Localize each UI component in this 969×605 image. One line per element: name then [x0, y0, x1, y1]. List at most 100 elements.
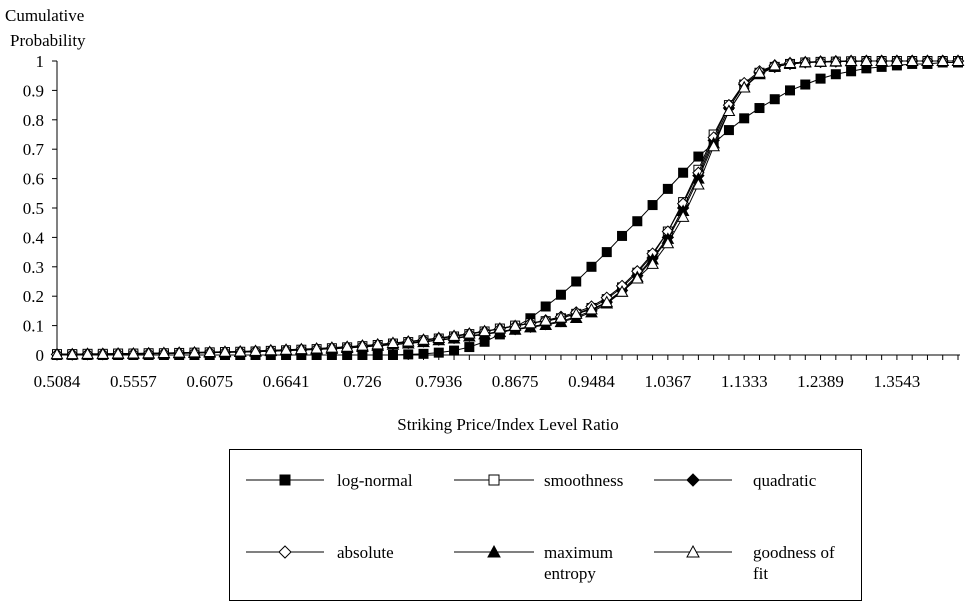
- data-point-goodness-of-fit: [921, 54, 934, 66]
- data-point-goodness-of-fit: [814, 55, 827, 67]
- data-point-goodness-of-fit: [905, 54, 919, 66]
- legend-item: absolute: [246, 543, 394, 562]
- data-point-goodness-of-fit: [951, 54, 965, 66]
- data-point-log-normal: [586, 261, 597, 272]
- legend-item: smoothness: [454, 471, 623, 490]
- y-tick-label: 0.4: [23, 228, 45, 247]
- data-point-goodness-of-fit: [600, 295, 614, 308]
- y-tick-label: 0.5: [23, 199, 44, 218]
- data-point-log-normal: [617, 230, 628, 241]
- data-point-log-normal: [800, 79, 811, 90]
- legend-label: maximum: [544, 543, 613, 562]
- data-point-goodness-of-fit: [386, 336, 400, 348]
- series-group: [50, 54, 965, 361]
- series-smoothness: [52, 56, 963, 360]
- data-point-log-normal: [678, 167, 689, 178]
- data-point-goodness-of-fit: [783, 56, 797, 69]
- data-point-goodness-of-fit: [524, 316, 537, 329]
- data-point-goodness-of-fit: [630, 272, 644, 284]
- data-point-goodness-of-fit: [692, 177, 705, 190]
- x-tick-label: 1.0367: [644, 372, 691, 391]
- data-point-goodness-of-fit: [310, 341, 323, 354]
- data-point-goodness-of-fit: [676, 210, 690, 222]
- data-point-goodness-of-fit: [157, 346, 171, 358]
- y-tick-label: 0.7: [23, 140, 45, 159]
- data-point-goodness-of-fit: [737, 80, 751, 93]
- legend-label: absolute: [337, 543, 394, 562]
- data-point-goodness-of-fit: [50, 347, 64, 360]
- legend-label: fit: [753, 564, 768, 583]
- data-point-log-normal: [723, 125, 734, 136]
- series-line-quadratic: [57, 60, 958, 355]
- data-point-log-normal: [601, 247, 612, 258]
- data-point-goodness-of-fit: [417, 333, 430, 345]
- data-point-log-normal: [418, 348, 429, 359]
- data-point-goodness-of-fit: [447, 329, 461, 341]
- data-point-goodness-of-fit: [508, 319, 522, 331]
- data-point-goodness-of-fit: [127, 346, 140, 359]
- legend-marker: [487, 544, 501, 558]
- y-tick-label: 0.1: [23, 317, 44, 336]
- x-tick-label: 0.7936: [415, 372, 462, 391]
- data-point-goodness-of-fit: [539, 314, 553, 326]
- series-line-goodness-of-fit: [57, 60, 958, 355]
- y-tick-label: 1: [36, 52, 45, 71]
- data-point-log-normal: [769, 94, 780, 105]
- series-line-absolute: [57, 60, 958, 355]
- data-point-goodness-of-fit: [844, 54, 858, 66]
- data-point-goodness-of-fit: [172, 346, 186, 358]
- data-point-goodness-of-fit: [294, 342, 308, 355]
- x-tick-label: 0.6641: [263, 372, 310, 391]
- y-axis-label-line-2: Probability: [10, 31, 86, 50]
- legend-item: goodness of fit: [654, 543, 835, 583]
- legend-marker: [278, 545, 292, 559]
- data-point-goodness-of-fit: [875, 54, 888, 66]
- data-point-goodness-of-fit: [356, 339, 369, 351]
- data-point-goodness-of-fit: [478, 324, 491, 337]
- data-point-goodness-of-fit: [860, 54, 873, 66]
- data-point-goodness-of-fit: [768, 58, 782, 71]
- legend-label: quadratic: [753, 471, 817, 490]
- series-line-log-normal: [57, 61, 958, 356]
- data-point-log-normal: [540, 301, 551, 312]
- data-point-log-normal: [785, 85, 796, 96]
- data-point-log-normal: [433, 347, 444, 358]
- x-tick-label: 1.3543: [874, 372, 921, 391]
- data-point-goodness-of-fit: [249, 344, 262, 356]
- data-point-log-normal: [372, 350, 383, 360]
- x-axis-label: Striking Price/Index Level Ratio: [397, 415, 618, 434]
- data-point-log-normal: [830, 69, 841, 80]
- data-point-goodness-of-fit: [111, 346, 125, 359]
- data-point-log-normal: [693, 151, 704, 162]
- x-tick-label: 0.726: [343, 372, 381, 391]
- data-point-goodness-of-fit: [722, 104, 736, 116]
- legend-marker: [488, 474, 500, 486]
- data-point-log-normal: [754, 103, 765, 114]
- legend-item: log-normal: [246, 471, 413, 490]
- legend-label: log-normal: [337, 471, 413, 490]
- data-point-log-normal: [555, 289, 566, 300]
- y-axis-label-line-1: Cumulative: [5, 6, 84, 25]
- y-tick-label: 0.6: [23, 170, 44, 189]
- data-point-log-normal: [647, 200, 658, 211]
- y-ticks: 0 0.1 0.2 0.3 0.4 0.5 0.6 0.7 0.8 0.9 1: [23, 52, 57, 365]
- data-point-goodness-of-fit: [615, 285, 629, 297]
- data-point-goodness-of-fit: [65, 347, 79, 360]
- data-point-goodness-of-fit: [462, 327, 476, 339]
- data-point-goodness-of-fit: [142, 346, 155, 359]
- legend: log-normal smoothness quadratic absolute max…: [229, 449, 862, 601]
- data-point-goodness-of-fit: [798, 55, 812, 68]
- data-point-log-normal: [846, 66, 857, 77]
- data-point-log-normal: [662, 183, 673, 194]
- data-point-log-normal: [739, 113, 750, 124]
- legend-marker: [686, 544, 700, 558]
- legend-svg: log-normal smoothness quadratic absolute max…: [246, 471, 835, 583]
- y-tick-label: 0.9: [23, 81, 44, 100]
- data-point-goodness-of-fit: [554, 311, 568, 323]
- data-point-goodness-of-fit: [707, 139, 721, 152]
- data-point-goodness-of-fit: [218, 345, 232, 357]
- data-point-goodness-of-fit: [569, 307, 583, 319]
- data-point-goodness-of-fit: [936, 54, 950, 66]
- series-line-maximum-entropy: [57, 60, 958, 355]
- y-tick-label: 0: [36, 346, 45, 365]
